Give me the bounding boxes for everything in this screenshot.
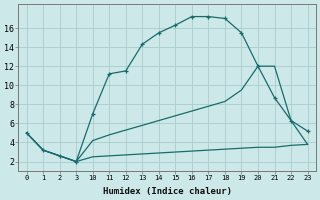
X-axis label: Humidex (Indice chaleur): Humidex (Indice chaleur) xyxy=(103,187,232,196)
